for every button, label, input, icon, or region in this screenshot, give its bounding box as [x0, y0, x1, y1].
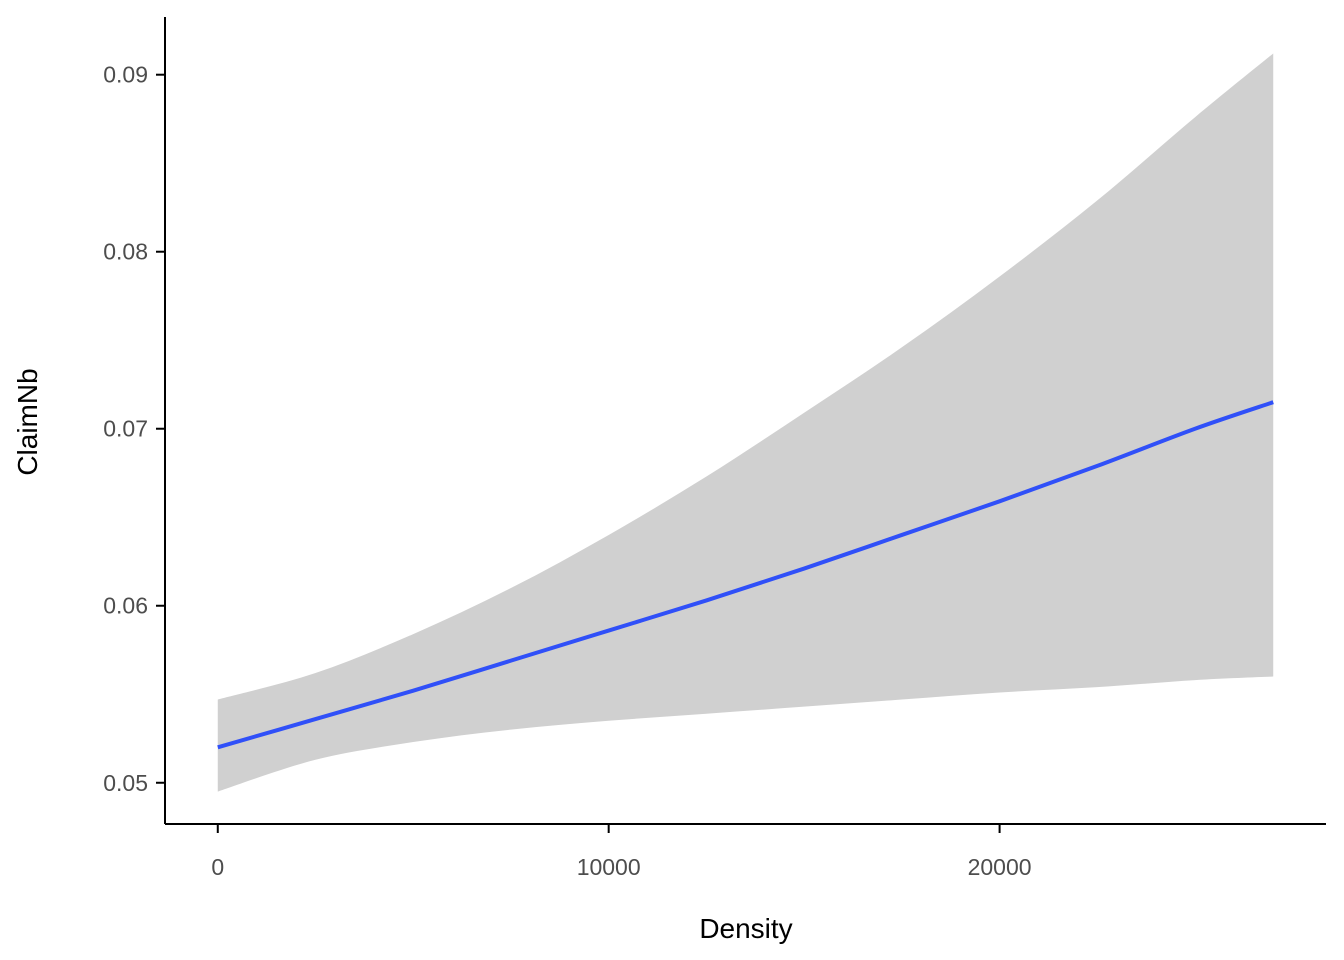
confidence-band	[218, 53, 1273, 791]
x-axis-title: Density	[699, 913, 792, 944]
y-axis-title: ClaimNb	[12, 368, 43, 475]
y-axis-ticks: 0.05 0.06 0.07 0.08 0.09	[103, 62, 165, 796]
y-tick-label: 0.05	[103, 770, 148, 796]
x-tick-label: 20000	[968, 854, 1032, 880]
x-tick-label: 10000	[577, 854, 641, 880]
y-tick-label: 0.09	[103, 62, 148, 88]
y-tick-label: 0.07	[103, 416, 148, 442]
y-tick-label: 0.06	[103, 593, 148, 619]
plot-area	[218, 53, 1273, 791]
y-tick-label: 0.08	[103, 239, 148, 265]
x-axis-ticks: 0 10000 20000	[211, 824, 1031, 880]
x-tick-label: 0	[211, 854, 224, 880]
